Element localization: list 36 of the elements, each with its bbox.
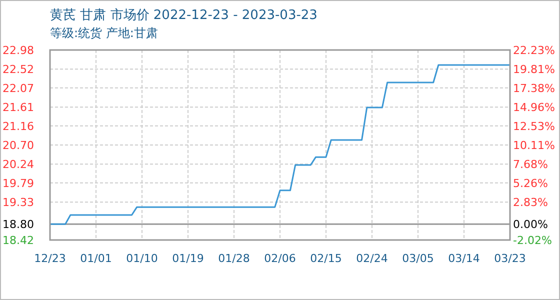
y2-tick-label: 0.00% <box>513 218 548 232</box>
x-tick-label: 01/10 <box>126 252 158 265</box>
x-tick-label: 02/24 <box>356 252 388 265</box>
y-tick-label: 20.24 <box>2 158 34 172</box>
y2-tick-label: 14.96% <box>513 100 555 114</box>
y2-tick-label: 19.81% <box>513 62 555 76</box>
x-tick-label: 02/15 <box>310 252 342 265</box>
y-tick-label: 22.07 <box>2 82 34 95</box>
y-tick-label: 21.61 <box>2 101 34 114</box>
y2-tick-label: 17.38% <box>513 82 555 95</box>
y2-tick-label: 5.26% <box>513 176 548 190</box>
y-tick-label: 21.16 <box>2 120 34 133</box>
x-tick-label: 12/23 <box>34 252 66 265</box>
x-tick-label: 01/28 <box>218 252 250 265</box>
y-tick-label: 18.80 <box>2 218 34 232</box>
x-tick-label: 02/06 <box>264 252 296 265</box>
y-tick-label: 22.98 <box>2 44 34 57</box>
chart-title: 黄芪 甘肃 市场价 2022-12-23 - 2023-03-23 <box>50 8 318 23</box>
line-series <box>49 64 511 225</box>
y-tick-label: 20.70 <box>2 139 34 152</box>
x-tick-label: 03/05 <box>402 252 434 265</box>
y-tick-label: 19.33 <box>2 196 34 210</box>
x-tick-label: 03/14 <box>448 252 480 265</box>
y-tick-label: 18.42 <box>2 234 34 247</box>
y2-tick-label: 12.53% <box>513 120 555 133</box>
x-tick-label: 01/19 <box>172 252 204 265</box>
x-tick-label: 01/01 <box>80 252 112 265</box>
chart-subtitle: 等级:统货 产地:甘肃 <box>50 26 158 40</box>
y-tick-label: 22.52 <box>2 63 34 76</box>
y-tick-label: 19.79 <box>2 176 34 190</box>
y2-tick-label: 2.83% <box>513 196 548 209</box>
y2-tick-label: -2.02% <box>513 234 552 247</box>
y2-tick-label: 7.68% <box>513 158 548 171</box>
y2-tick-label: 22.23% <box>513 44 555 57</box>
y2-tick-label: 10.11% <box>513 138 555 152</box>
x-tick-label: 03/23 <box>494 252 526 265</box>
